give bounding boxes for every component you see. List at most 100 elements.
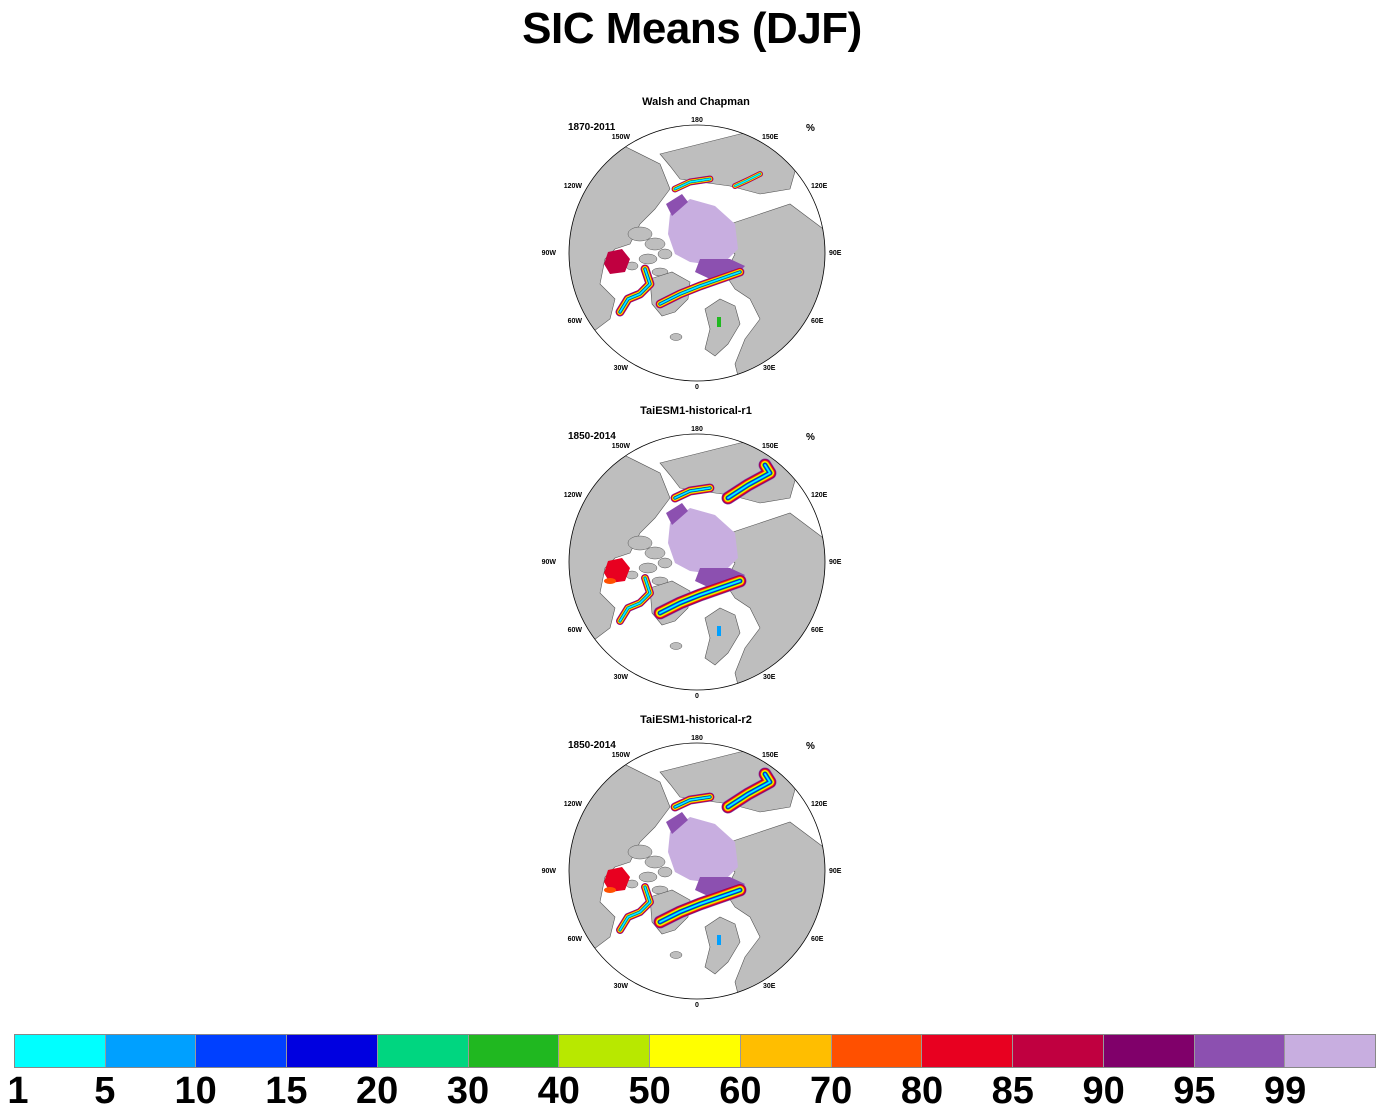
- land-island: [638, 871, 658, 883]
- sea-ice-baltic: [717, 935, 721, 945]
- land-iceland: [669, 642, 683, 650]
- longitude-label: 90W: [542, 868, 557, 875]
- longitude-label: 150W: [612, 134, 631, 141]
- longitude-label: 60E: [811, 627, 824, 634]
- colorbar-swatch: [559, 1035, 651, 1067]
- map-border: [568, 124, 826, 382]
- land-island: [627, 844, 653, 860]
- longitude-label: 180: [691, 117, 703, 124]
- colorbar-tick-label: 15: [265, 1070, 308, 1112]
- longitude-label: 30E: [763, 983, 776, 990]
- sea-ice-band: [674, 796, 711, 808]
- sea-ice-pack: [668, 199, 738, 264]
- colorbar-tick-label: 85: [991, 1070, 1034, 1112]
- longitude-label: 120W: [564, 183, 583, 190]
- polar-map: 180 0 90W 90E 150W 120W 60W 30W 150E 120E 60E 30E: [542, 117, 842, 391]
- panel-units: %: [806, 741, 815, 752]
- sea-ice-band: [619, 577, 651, 622]
- panel-title: TaiESM1-historical-r2: [640, 714, 752, 726]
- sea-ice-band: [674, 178, 711, 190]
- colorbar-swatch: [15, 1035, 106, 1067]
- longitude-label: 60W: [568, 627, 583, 634]
- polar-map: 180 0 90W 90E 150W 120W 60W 30W 150E 120E 60E 30E: [542, 735, 842, 1009]
- colorbar-tick-label: 20: [356, 1070, 399, 1112]
- colorbar-tick-label: 70: [810, 1070, 853, 1112]
- colorbar-tick-label: 90: [1082, 1070, 1125, 1112]
- colorbar: [14, 1034, 1376, 1068]
- panel-title: Walsh and Chapman: [642, 96, 750, 108]
- colorbar-swatch: [468, 1035, 560, 1067]
- colorbar-swatch: [740, 1035, 832, 1067]
- longitude-label: 90E: [829, 250, 842, 257]
- colorbar-swatch: [1194, 1035, 1286, 1067]
- land-island: [644, 546, 666, 560]
- colorbar-tick-label: 40: [537, 1070, 580, 1112]
- land-island: [627, 535, 653, 551]
- map-panel: TaiESM1-historical-r2 1850-2014 % 180 0 90…: [0, 712, 1384, 1012]
- longitude-label: 120W: [564, 801, 583, 808]
- panel-period: 1850-2014: [568, 431, 616, 442]
- colorbar-swatch: [377, 1035, 469, 1067]
- longitude-label: 180: [691, 735, 703, 742]
- colorbar-tick-label: 10: [174, 1070, 217, 1112]
- land-iceland: [669, 951, 683, 959]
- longitude-label: 180: [691, 426, 703, 433]
- panel-period: 1850-2014: [568, 740, 616, 751]
- longitude-label: 0: [695, 384, 699, 391]
- colorbar-tick-label: 1: [7, 1070, 29, 1112]
- map-border: [568, 742, 826, 1000]
- sea-ice-ring: [666, 503, 688, 525]
- sea-ice-baltic: [717, 626, 721, 636]
- colorbar-swatch: [650, 1035, 741, 1067]
- longitude-label: 150E: [762, 752, 779, 759]
- land-island: [657, 557, 673, 569]
- sea-ice-band: [659, 271, 741, 305]
- colorbar-swatch: [196, 1035, 288, 1067]
- longitude-label: 60W: [568, 936, 583, 943]
- sea-ice-band: [659, 580, 741, 614]
- sea-ice-pack: [668, 508, 738, 573]
- map-panel: TaiESM1-historical-r1 1850-2014 % 180 0 90…: [0, 403, 1384, 703]
- longitude-label: 30W: [614, 365, 629, 372]
- land-scandinavia: [704, 298, 741, 357]
- sea-ice-band: [619, 268, 651, 313]
- longitude-label: 90W: [542, 559, 557, 566]
- panel-units: %: [806, 432, 815, 443]
- land-island: [627, 226, 653, 242]
- sea-ice-band: [727, 773, 771, 808]
- land-iceland: [669, 333, 683, 341]
- sea-ice-band: [619, 886, 651, 931]
- colorbar-tick-label: 50: [628, 1070, 671, 1112]
- sea-ice-hudson: [604, 249, 630, 274]
- land-island: [644, 855, 666, 869]
- colorbar-swatch: [1013, 1035, 1104, 1067]
- land-scandinavia: [704, 607, 741, 666]
- land-island: [657, 866, 673, 878]
- longitude-label: 90W: [542, 250, 557, 257]
- longitude-label: 120E: [811, 492, 828, 499]
- sea-ice-hudson: [604, 578, 616, 584]
- longitude-label: 120W: [564, 492, 583, 499]
- polar-map: 180 0 90W 90E 150W 120W 60W 30W 150E 120E 60E 30E: [542, 426, 842, 700]
- longitude-label: 60E: [811, 318, 824, 325]
- colorbar-tick-label: 95: [1173, 1070, 1216, 1112]
- colorbar-swatch: [105, 1035, 197, 1067]
- colorbar-swatch: [1285, 1035, 1376, 1067]
- colorbar-swatch: [922, 1035, 1014, 1067]
- colorbar-swatch: [831, 1035, 923, 1067]
- longitude-label: 60E: [811, 936, 824, 943]
- map-panel: Walsh and Chapman 1870-2011 % 180 0 90W 90E…: [0, 94, 1384, 394]
- longitude-label: 150W: [612, 443, 631, 450]
- longitude-label: 30E: [763, 674, 776, 681]
- panel-period: 1870-2011: [568, 122, 616, 133]
- longitude-label: 150E: [762, 134, 779, 141]
- colorbar-tick-label: 60: [719, 1070, 762, 1112]
- figure-title: SIC Means (DJF): [522, 4, 862, 53]
- longitude-label: 30W: [614, 983, 629, 990]
- longitude-label: 30E: [763, 365, 776, 372]
- colorbar-tick-label: 99: [1264, 1070, 1307, 1112]
- sea-ice-band: [659, 889, 741, 923]
- land-island: [644, 237, 666, 251]
- longitude-label: 90E: [829, 559, 842, 566]
- sea-ice-hudson: [604, 887, 616, 893]
